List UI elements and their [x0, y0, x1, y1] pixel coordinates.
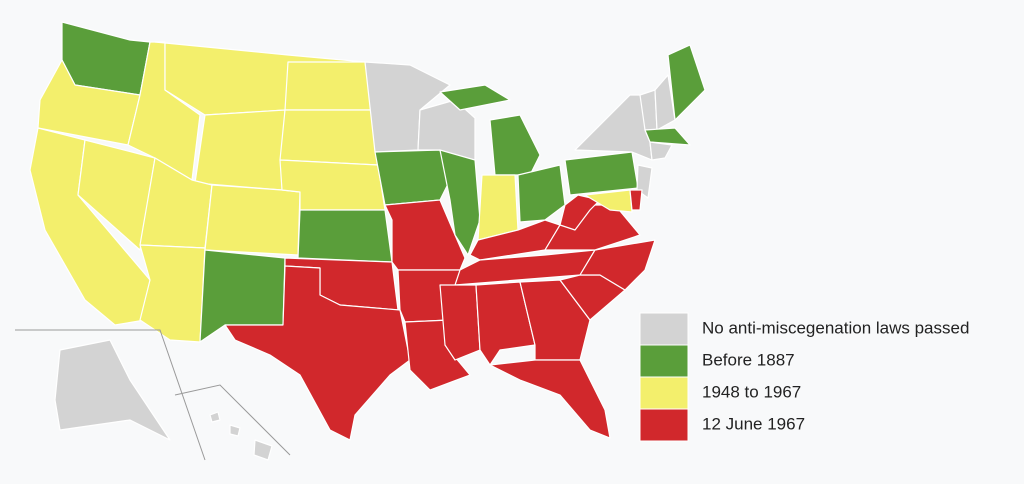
pennsylvania [564, 151, 639, 196]
massachusetts [644, 127, 691, 146]
legend-label: 12 June 1967 [702, 414, 805, 433]
legend-label: 1948 to 1967 [702, 382, 801, 401]
south-dakota [279, 109, 379, 166]
texas [224, 265, 411, 441]
colorado [204, 184, 301, 256]
michigan-upper [439, 84, 511, 111]
illinois [439, 149, 481, 256]
kansas [297, 209, 393, 263]
kentucky [469, 219, 561, 261]
legend-label: Before 1887 [702, 350, 795, 369]
north-dakota [284, 61, 373, 111]
legend-swatch [639, 312, 689, 346]
hawaii-island [209, 411, 221, 423]
ohio [517, 164, 566, 223]
legend-swatch [639, 376, 689, 410]
legend-label: No anti-miscegenation laws passed [702, 318, 969, 337]
wyoming [194, 109, 286, 191]
maine [667, 44, 706, 121]
florida [489, 359, 611, 439]
indiana [477, 174, 519, 241]
connecticut [649, 141, 673, 161]
hawaii-island [229, 424, 241, 437]
legend-swatch [639, 408, 689, 442]
legend-swatch [639, 344, 689, 378]
states [29, 21, 706, 461]
new-hampshire [654, 74, 676, 131]
inset-border [174, 384, 291, 456]
mississippi [439, 284, 481, 361]
iowa [374, 149, 451, 206]
maryland [584, 189, 633, 213]
alaska [54, 339, 171, 441]
inset-border [15, 329, 206, 461]
delaware [629, 189, 643, 211]
hawaii-island [253, 439, 273, 461]
legend: No anti-miscegenation laws passed Before … [639, 312, 969, 442]
nevada [77, 139, 156, 251]
michigan-lower [489, 114, 541, 176]
